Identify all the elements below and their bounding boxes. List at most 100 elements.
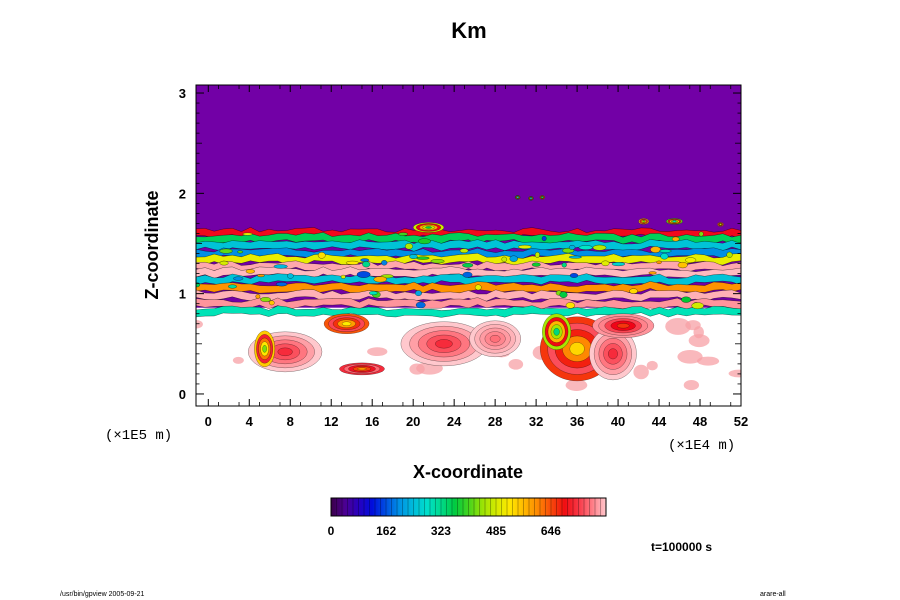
x-tick-label: 48 xyxy=(693,414,707,429)
contour-blob xyxy=(719,223,722,226)
y-axis-ticks: 0 1 2 3 xyxy=(179,86,741,402)
contour-fleck xyxy=(650,246,661,253)
contour-patch xyxy=(367,347,388,357)
contour-fleck xyxy=(569,245,576,250)
x-tick-label: 28 xyxy=(488,414,502,429)
contour-fleck xyxy=(569,273,579,278)
contour-blob xyxy=(341,321,352,326)
contour-blob xyxy=(569,342,585,356)
contour-fleck xyxy=(659,249,672,253)
contour-patch xyxy=(665,317,691,335)
x-tick-label: 20 xyxy=(406,414,420,429)
contour-fleck xyxy=(373,276,387,283)
contour-patch xyxy=(646,360,658,371)
y-tick-label: 3 xyxy=(179,86,186,101)
contour-patch xyxy=(696,356,720,366)
contour-fleck xyxy=(561,262,567,268)
colorbar-tick-label: 0 xyxy=(328,524,335,538)
contour-fleck xyxy=(531,262,541,267)
x-axis-label: X-coordinate xyxy=(413,462,523,482)
contour-field xyxy=(196,195,741,406)
contour-fleck xyxy=(501,256,508,262)
x-tick-label: 44 xyxy=(652,414,667,429)
colorbar-tick-label: 323 xyxy=(431,524,451,538)
contour-fleck xyxy=(398,232,408,236)
colorbar-ticks: 0 162 323 485 646 xyxy=(328,524,562,538)
y-tick-label: 2 xyxy=(179,186,186,201)
contour-blob xyxy=(616,323,630,329)
contour-patch xyxy=(409,363,425,375)
x-tick-label: 0 xyxy=(205,414,212,429)
contour-blob xyxy=(435,339,453,349)
contour-fleck xyxy=(462,271,473,278)
contour-blob xyxy=(642,220,645,223)
contour-fleck xyxy=(405,243,413,250)
contour-fleck xyxy=(409,254,418,259)
contour-patch xyxy=(232,356,244,364)
x-tick-label: 8 xyxy=(287,414,294,429)
contour-fleck xyxy=(685,257,697,263)
chart-title: Km xyxy=(451,18,486,43)
contour-patch xyxy=(688,334,710,348)
x-tick-label: 24 xyxy=(447,414,462,429)
contour-fleck xyxy=(237,250,244,254)
contour-fleck xyxy=(417,238,431,245)
contour-fleck xyxy=(275,282,288,287)
footer-right: arare-all xyxy=(760,591,786,598)
contour-patch xyxy=(196,320,203,329)
contour-blob xyxy=(277,347,293,357)
x-tick-label: 40 xyxy=(611,414,625,429)
contour-blob xyxy=(516,196,519,199)
contour-blob xyxy=(357,367,367,371)
contour-fleck xyxy=(474,284,482,291)
contour-fleck xyxy=(414,290,422,296)
contour-fleck xyxy=(660,253,669,260)
contour-fleck xyxy=(317,252,326,259)
colorbar-frame xyxy=(330,497,607,517)
contour-fleck xyxy=(648,271,657,275)
contour-fleck xyxy=(671,236,680,242)
footer-left: /usr/bin/gpview 2005-09-21 xyxy=(60,591,145,598)
contour-fleck xyxy=(260,297,271,302)
contour-blob xyxy=(425,226,432,229)
contour-fleck xyxy=(219,260,229,266)
contour-blob xyxy=(672,220,677,223)
x-tick-label: 36 xyxy=(570,414,584,429)
x-tick-label: 32 xyxy=(529,414,543,429)
contour-fleck xyxy=(340,274,346,279)
contour-fleck xyxy=(681,296,692,303)
contour-fleck xyxy=(345,260,359,265)
contour-fleck xyxy=(228,284,237,289)
contour-blob xyxy=(608,348,618,360)
contour-fleck xyxy=(369,291,378,296)
contour-fleck xyxy=(255,294,261,299)
contour-patch xyxy=(565,379,588,391)
contour-fleck xyxy=(459,248,469,253)
contour-fleck xyxy=(415,301,426,309)
contour-blob xyxy=(489,334,501,343)
time-label: t=100000 s xyxy=(651,540,712,554)
x-tick-label: 12 xyxy=(324,414,338,429)
contour-fleck xyxy=(534,251,540,258)
contour-fleck xyxy=(592,244,607,251)
contour-fleck xyxy=(268,300,275,306)
contour-fleck xyxy=(559,291,568,298)
contour-fleck xyxy=(245,269,255,274)
colorbar-tick-label: 162 xyxy=(376,524,396,538)
contour-blob xyxy=(262,345,267,353)
contour-fleck xyxy=(677,262,688,269)
contour-fleck xyxy=(416,256,430,260)
contour-fleck xyxy=(611,262,626,267)
contour-fleck xyxy=(656,260,662,264)
contour-patch xyxy=(683,380,700,391)
contour-fleck xyxy=(601,260,610,266)
contour-blob xyxy=(553,327,560,336)
contour-fleck xyxy=(629,288,638,294)
contour-fleck xyxy=(517,244,532,249)
colorbar-tick-label: 485 xyxy=(486,524,506,538)
contour-fleck xyxy=(565,302,576,309)
contour-patch xyxy=(728,369,741,378)
x-axis-ticks: 0 4 8 12 16 20 24 28 32 36 40 44 48 52 xyxy=(205,85,748,429)
contour-band xyxy=(196,305,741,318)
